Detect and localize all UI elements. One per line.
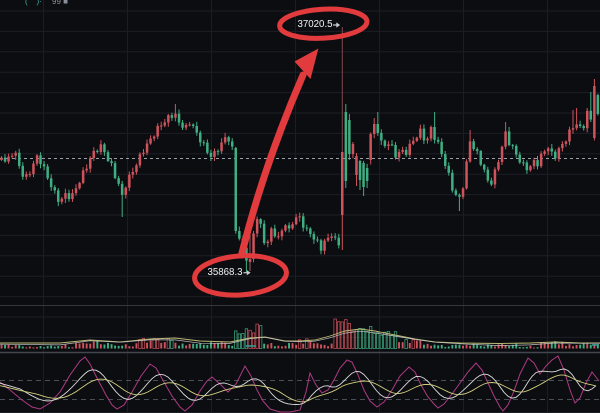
- svg-text:99 ■: 99 ■: [52, 0, 68, 6]
- svg-text:( )·: ( )·: [25, 0, 42, 6]
- svg-text:35868.3: 35868.3: [208, 267, 243, 278]
- svg-text:37020.5: 37020.5: [298, 19, 333, 30]
